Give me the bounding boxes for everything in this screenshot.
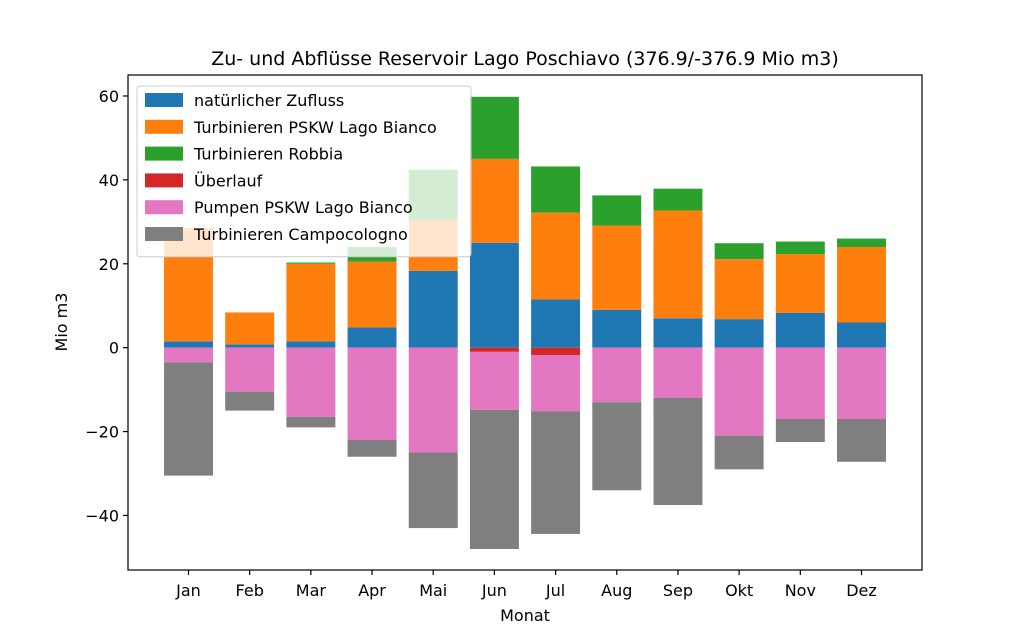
bar-sep-series-1	[653, 210, 703, 319]
bar-mar-series-4	[286, 347, 336, 417]
x-axis: Jan Feb Mar Apr Mai Jun Jul Aug Sep Okt Nov Dez	[175, 570, 877, 600]
bar-feb-series-0	[225, 344, 275, 348]
chart-title: Zu- und Abflüsse Reservoir Lago Poschiav…	[211, 48, 839, 70]
bar-okt-series-5	[714, 435, 764, 470]
bar-jun-series-4	[469, 351, 519, 410]
legend: natürlicher Zufluss Turbinieren PSKW Lago…	[136, 85, 472, 258]
bar-okt-series-0	[714, 319, 764, 348]
bar-jun-series-1	[469, 158, 519, 243]
bar-jul-series-0	[531, 299, 581, 348]
y-tick-label: −40	[85, 506, 119, 525]
legend-swatch	[145, 200, 183, 215]
bar-aug-series-4	[592, 347, 642, 403]
y-tick-label: 20	[99, 255, 119, 274]
bar-feb-series-5	[225, 391, 275, 411]
legend-label: Turbinieren PSKW Lago Bianco	[193, 118, 437, 137]
y-tick-label: 0	[109, 339, 119, 358]
bar-mar-series-0	[286, 341, 336, 348]
legend-swatch	[145, 227, 183, 241]
bar-feb-series-1	[225, 312, 275, 345]
bar-jul-series-4	[531, 355, 581, 412]
bar-sep-series-5	[653, 398, 703, 505]
bar-aug-series-5	[592, 402, 642, 491]
bar-jun-series-3	[469, 347, 519, 352]
bar-jan-series-4	[164, 347, 213, 363]
bar-mar-series-1	[286, 263, 336, 342]
x-tick-label: Feb	[236, 581, 264, 600]
bar-sep-series-4	[653, 347, 703, 399]
bar-nov-series-2	[775, 241, 825, 255]
x-tick-label: Jul	[545, 581, 565, 600]
bar-feb-series-4	[225, 347, 275, 392]
legend-label: Pumpen PSKW Lago Bianco	[194, 198, 413, 217]
bar-jan-series-5	[164, 362, 213, 476]
y-axis-label: Mio m3	[52, 293, 71, 352]
bar-sep-series-2	[653, 188, 703, 211]
legend-label: Turbinieren Campocologno	[193, 225, 408, 244]
bars-layer	[164, 96, 886, 550]
y-tick-label: 40	[99, 171, 119, 190]
bar-jan-series-0	[164, 341, 213, 348]
x-tick-label: Jan	[175, 581, 201, 600]
bar-aug-series-0	[592, 309, 642, 348]
plot-frame	[127, 74, 923, 571]
legend-label: natürlicher Zufluss	[194, 91, 344, 110]
bar-okt-series-4	[714, 347, 764, 436]
x-tick-label: Nov	[785, 581, 816, 600]
x-tick-label: Mar	[296, 581, 327, 600]
y-axis: −40 −20 0 20 40 60	[85, 87, 128, 525]
legend-swatch	[145, 146, 183, 161]
legend-label: Turbinieren Robbia	[193, 145, 343, 164]
bar-nov-series-1	[775, 254, 825, 313]
bar-jul-series-5	[531, 411, 581, 534]
bar-dez-series-4	[837, 347, 886, 419]
bar-nov-series-0	[775, 312, 825, 348]
x-tick-label: Apr	[358, 581, 386, 600]
legend-swatch	[145, 173, 183, 188]
bar-jul-series-1	[531, 212, 581, 300]
bar-mar-series-2	[286, 262, 336, 264]
legend-box	[136, 85, 472, 258]
bar-okt-series-1	[714, 259, 764, 320]
bar-mai-series-4	[408, 347, 458, 453]
x-tick-label: Dez	[846, 581, 877, 600]
bar-dez-series-1	[837, 246, 886, 323]
bar-nov-series-4	[775, 347, 825, 419]
x-tick-label: Okt	[725, 581, 753, 600]
bar-aug-series-2	[592, 195, 642, 226]
x-tick-label: Sep	[663, 581, 693, 600]
bar-apr-series-4	[347, 347, 397, 440]
bar-sep-series-0	[653, 318, 703, 348]
bar-jun-series-0	[469, 242, 519, 348]
bar-apr-series-0	[347, 327, 397, 348]
bar-jul-series-2	[531, 166, 581, 213]
x-tick-label: Mai	[419, 581, 447, 600]
y-tick-label: −20	[85, 423, 119, 442]
bar-jul-series-3	[531, 347, 581, 356]
bar-mar-series-5	[286, 416, 336, 428]
bar-dez-series-2	[837, 238, 886, 247]
bar-dez-series-0	[837, 322, 886, 348]
bar-aug-series-1	[592, 225, 642, 310]
x-axis-label: Monat	[500, 606, 550, 625]
bar-mai-series-5	[408, 452, 458, 529]
bar-jun-series-5	[469, 409, 519, 550]
bar-apr-series-1	[347, 261, 397, 328]
bar-nov-series-5	[775, 418, 825, 443]
bar-apr-series-5	[347, 439, 397, 457]
x-tick-label: Aug	[601, 581, 632, 600]
bar-dez-series-5	[837, 418, 886, 462]
y-tick-label: 60	[99, 87, 119, 106]
bar-okt-series-2	[714, 243, 764, 260]
x-tick-label: Jun	[481, 581, 507, 600]
legend-swatch	[145, 93, 183, 107]
legend-label: Überlauf	[194, 171, 263, 190]
legend-swatch	[145, 119, 183, 134]
bar-jun-series-2	[469, 96, 519, 159]
bar-mai-series-0	[408, 270, 458, 348]
